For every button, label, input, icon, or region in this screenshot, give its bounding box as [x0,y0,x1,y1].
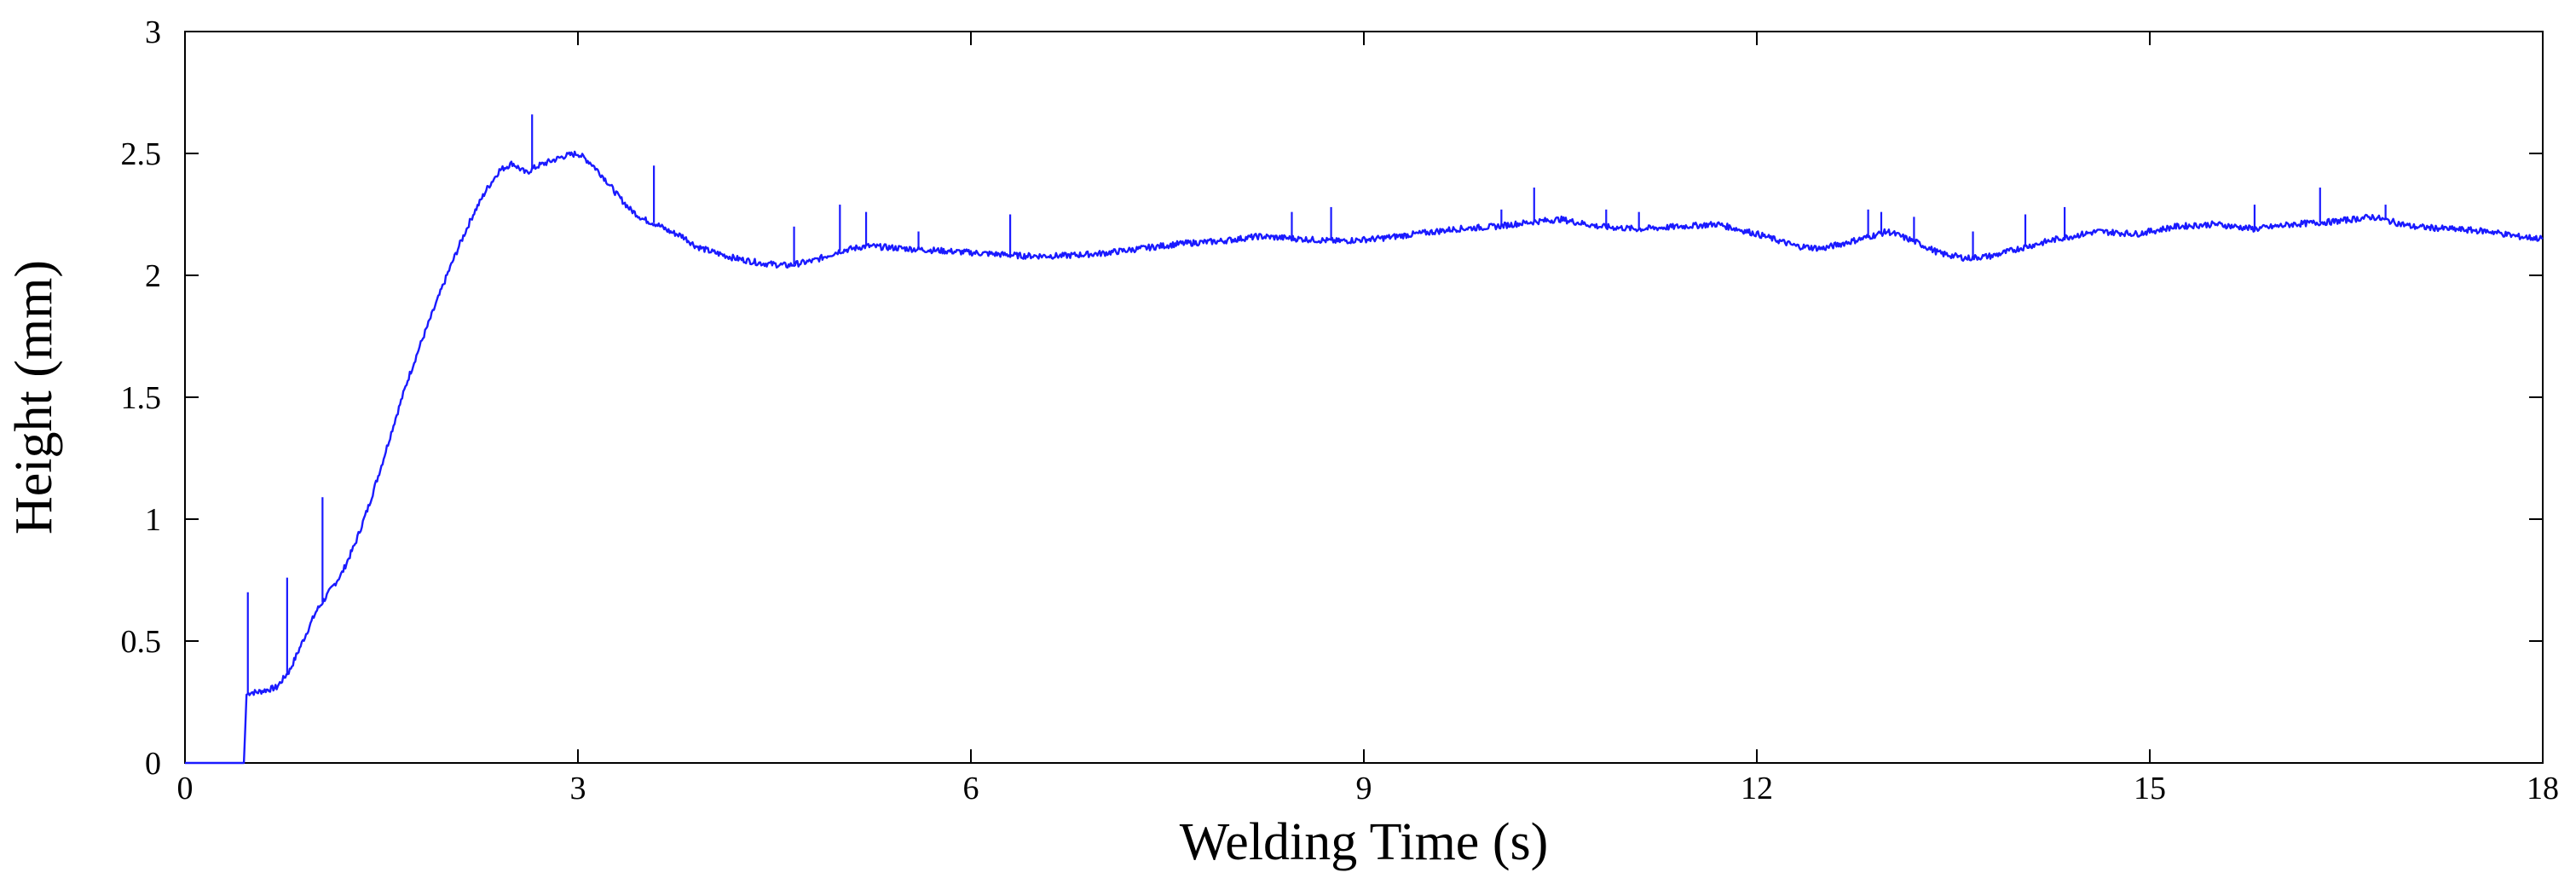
ticks [184,31,2544,764]
y-tick-label: 2.5 [121,136,162,172]
x-tick-label: 3 [570,771,586,806]
x-tick-label: 15 [2134,771,2166,806]
height-series-line [185,150,2544,765]
x-tick-label: 0 [177,771,193,806]
y-tick-label: 1.5 [121,380,162,416]
y-tick-label: 0 [145,746,161,782]
y-tick-label: 3 [145,14,161,50]
y-tick-label: 0.5 [121,624,162,660]
x-tick-label: 6 [963,771,979,806]
x-tick-label: 18 [2527,771,2559,806]
y-tick-label: 2 [145,258,161,294]
series-group [185,114,2544,765]
x-tick-label: 9 [1356,771,1372,806]
y-tick-label: 1 [145,502,161,538]
y-axis-label: Height (mm) [5,260,63,534]
x-axis-label: Welding Time (s) [1180,813,1549,871]
tick-labels: 0 3 6 9 12 15 18 0 0.5 1 1.5 2 2.5 3 [121,14,2560,806]
plot-frame [184,31,2544,764]
x-tick-label: 12 [1741,771,1773,806]
